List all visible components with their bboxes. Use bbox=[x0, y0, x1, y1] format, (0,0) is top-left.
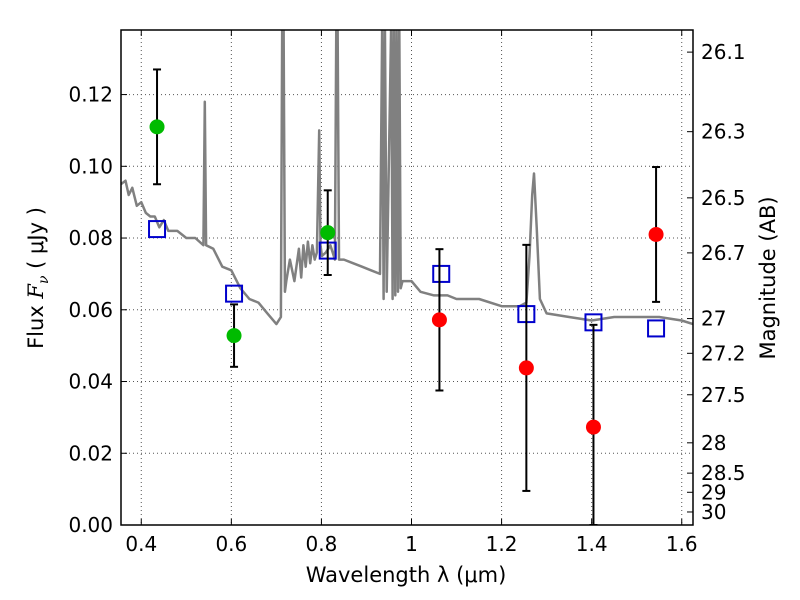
x-tick-label-3: 1 bbox=[405, 532, 418, 556]
y2-tick-label-3: 26.7 bbox=[701, 241, 746, 265]
model-square-1 bbox=[225, 284, 244, 303]
y-axis-label-unit: ( μJy ) bbox=[24, 207, 48, 275]
grid bbox=[121, 30, 693, 525]
axes: 0.4 0.6 0.8 1 1.2 1.4 1.6 0.00 0.02 0.04 0.06 0.08 0… bbox=[68, 29, 746, 556]
y2-tick-label-7: 28 bbox=[701, 431, 726, 455]
y-axis-label-subscript: ν bbox=[36, 275, 52, 284]
y-axis-label: Flux Fν ( μJy ) bbox=[24, 207, 52, 349]
y-tick-label-5: 0.10 bbox=[68, 154, 113, 178]
model-spectrum-line bbox=[121, 30, 693, 326]
y2-tick-label-8: 28.5 bbox=[701, 461, 746, 485]
y2-tick-label-6: 27.5 bbox=[701, 383, 746, 407]
model-square-6 bbox=[647, 319, 666, 338]
y-tick-label-2: 0.04 bbox=[68, 370, 113, 394]
x-tick-label-5: 1.4 bbox=[576, 532, 608, 556]
y2-tick-label-5: 27.2 bbox=[701, 341, 746, 365]
x-tick-label-6: 1.6 bbox=[666, 532, 698, 556]
model-square-0 bbox=[148, 220, 167, 239]
y2-tick-label-9: 29 bbox=[701, 480, 726, 504]
axes-frame bbox=[120, 29, 694, 526]
y2-tick-label-2: 26.5 bbox=[701, 186, 746, 210]
y-tick-label-3: 0.06 bbox=[68, 298, 113, 322]
red-point-3 bbox=[648, 226, 664, 242]
red-point-0 bbox=[431, 312, 447, 328]
x-tick-label-0: 0.4 bbox=[125, 532, 157, 556]
y-tick-label-0: 0.00 bbox=[68, 513, 113, 537]
x-tick-label-1: 0.6 bbox=[215, 532, 247, 556]
x-axis-label: Wavelength λ (μm) bbox=[306, 563, 507, 587]
y2-tick-label-10: 30 bbox=[701, 500, 726, 524]
green-point-0 bbox=[149, 119, 165, 135]
red-point-2 bbox=[585, 419, 601, 435]
y-tick-label-6: 0.12 bbox=[68, 83, 113, 107]
y2-tick-label-0: 26.1 bbox=[701, 40, 746, 64]
y-tick-label-1: 0.02 bbox=[68, 441, 113, 465]
model-square-3 bbox=[432, 264, 451, 283]
y2-tick-label-1: 26.3 bbox=[701, 120, 746, 144]
plot-area bbox=[121, 30, 693, 525]
y2-tick-label-4: 27 bbox=[701, 307, 726, 331]
red-point-1 bbox=[518, 360, 534, 376]
y-tick-label-4: 0.08 bbox=[68, 226, 113, 250]
y2-axis-label: Magnitude (AB) bbox=[756, 196, 780, 359]
green-point-2 bbox=[320, 225, 336, 241]
x-tick-label-4: 1.2 bbox=[486, 532, 518, 556]
y-axis-label-symbol: F bbox=[24, 283, 48, 300]
green-point-1 bbox=[226, 328, 242, 344]
x-tick-label-2: 0.8 bbox=[306, 532, 338, 556]
y-axis-label-prefix: Flux bbox=[24, 299, 48, 349]
